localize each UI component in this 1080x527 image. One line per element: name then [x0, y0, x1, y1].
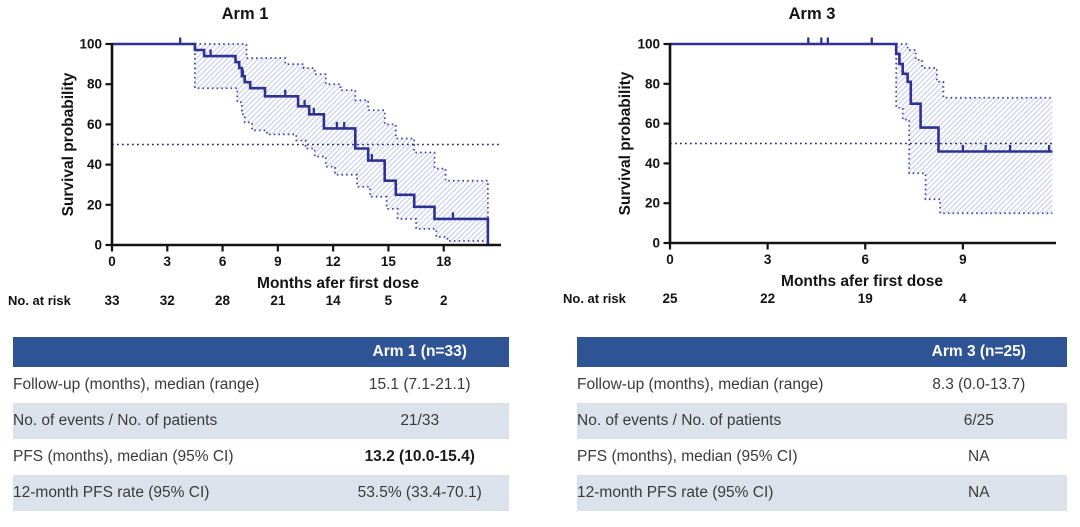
y-tick-label: 100: [79, 37, 102, 52]
stat-label: No. of events / No. of patients: [577, 403, 891, 439]
stat-label: Follow-up (months), median (range): [13, 376, 260, 393]
table-row: No. of events / No. of patients 6/25: [577, 403, 1067, 439]
stat-value: 15.1 (7.1-21.1): [368, 376, 471, 393]
km-chart-arm1: 0 20 40 60 80 100 0 3 6 9 12 15 18 Arm 1 Months afer f…: [8, 5, 501, 308]
risk-count: 25: [662, 291, 678, 306]
stat-label: PFS (months), median (95% CI): [13, 448, 234, 465]
y-tick-label: 80: [87, 77, 102, 92]
y-axis-label: Survival probability: [60, 72, 77, 216]
stat-value: 8.3 (0.0-13.7): [932, 376, 1026, 393]
ci-lower-line: [895, 44, 1053, 215]
y-tick-label: 0: [652, 236, 660, 251]
y-axis-label: Survival probability: [617, 71, 634, 215]
axes: 0 20 40 60 80 100 0 3 6 9 12 15 18: [79, 37, 501, 269]
km-chart-arm3: 0 20 40 60 80 100 0 3 6 9 Arm 3 Months afer first d…: [563, 5, 1056, 306]
confidence-band: [194, 44, 488, 241]
y-tick-label: 0: [94, 238, 102, 253]
stat-label: No. of events / No. of patients: [13, 403, 331, 439]
y-tick-label: 100: [637, 37, 660, 52]
risk-row-label: No. at risk: [8, 293, 72, 308]
table-row: PFS (months), median (95% CI) 13.2 (10.0…: [13, 439, 509, 475]
risk-count: 22: [760, 291, 775, 306]
stats-table-arm3: Arm 3 (n=25) Follow-up (months), median …: [577, 337, 1067, 511]
table-header-arm3: Arm 3 (n=25): [890, 337, 1067, 367]
risk-count: 14: [326, 293, 342, 308]
survival-curve: [112, 42, 490, 245]
x-tick-label: 3: [164, 254, 172, 269]
chart-title: Arm 3: [789, 5, 836, 23]
stats-table-arm1: Arm 1 (n=33) Follow-up (months), median …: [13, 337, 509, 511]
stat-label: 12-month PFS rate (95% CI): [577, 475, 891, 511]
y-tick-label: 20: [645, 196, 660, 211]
confidence-band: [896, 44, 1053, 214]
risk-count: 33: [104, 293, 120, 308]
y-tick-label: 40: [645, 156, 660, 171]
x-tick-label: 6: [219, 254, 227, 269]
table-header-arm1: Arm 1 (n=33): [330, 337, 509, 367]
x-tick-label: 12: [326, 254, 341, 269]
x-tick-label: 9: [274, 254, 282, 269]
stat-value: 21/33: [330, 403, 509, 439]
censor-marks: [179, 37, 455, 220]
x-tick-label: 0: [108, 254, 116, 269]
y-tick-label: 80: [645, 76, 660, 91]
risk-count: 2: [440, 293, 448, 308]
x-tick-label: 3: [764, 252, 772, 267]
x-tick-label: 9: [959, 252, 967, 267]
x-tick-label: 15: [381, 254, 397, 269]
stat-label: 12-month PFS rate (95% CI): [13, 475, 331, 511]
table-header-row: Arm 1 (n=33): [13, 337, 509, 367]
stat-value: 13.2 (10.0-15.4): [364, 448, 475, 465]
table-header-row: Arm 3 (n=25): [577, 337, 1067, 367]
chart-title: Arm 1: [222, 5, 269, 23]
y-tick-label: 60: [87, 117, 102, 132]
censor-marks: [807, 37, 1051, 153]
risk-row-label: No. at risk: [563, 291, 627, 306]
ci-upper-line: [194, 43, 489, 241]
table-header-empty-cell: [13, 337, 331, 367]
risk-count: 19: [858, 291, 873, 306]
stat-value: 53.5% (33.4-70.1): [330, 475, 509, 511]
table-row: Follow-up (months), median (range) 8.3 (…: [577, 367, 1067, 403]
stat-value: 6/25: [890, 403, 1067, 439]
table-row: PFS (months), median (95% CI) NA: [577, 439, 1067, 475]
x-tick-label: 6: [861, 252, 869, 267]
y-tick-label: 40: [87, 157, 102, 172]
x-tick-label: 0: [666, 252, 674, 267]
ci-lower-line: [194, 44, 488, 242]
stat-label: Follow-up (months), median (range): [577, 376, 824, 393]
table-header-empty-cell: [577, 337, 891, 367]
risk-row: No. at risk 33 32 28 21 14 5 2: [8, 293, 447, 308]
risk-count: 28: [215, 293, 231, 308]
risk-row: No. at risk 25 22 19 4: [563, 291, 967, 306]
risk-count: 5: [385, 293, 393, 308]
y-tick-label: 60: [645, 116, 660, 131]
risk-count: 32: [160, 293, 175, 308]
table-row: Follow-up (months), median (range) 15.1 …: [13, 367, 509, 403]
survival-curve: [670, 42, 1053, 153]
risk-count: 4: [959, 291, 967, 306]
stat-value: NA: [968, 448, 990, 465]
stat-label: PFS (months), median (95% CI): [577, 448, 798, 465]
table-row: 12-month PFS rate (95% CI) 53.5% (33.4-7…: [13, 475, 509, 511]
table-row: 12-month PFS rate (95% CI) NA: [577, 475, 1067, 511]
y-tick-label: 20: [87, 197, 102, 212]
axes: 0 20 40 60 80 100 0 3 6 9: [637, 37, 1056, 267]
table-row: No. of events / No. of patients 21/33: [13, 403, 509, 439]
x-tick-label: 18: [436, 254, 452, 269]
stat-value: NA: [890, 475, 1067, 511]
x-axis-label: Months afer first dose: [781, 273, 943, 290]
risk-count: 21: [270, 293, 286, 308]
x-axis-label: Months afer first dose: [257, 275, 419, 292]
